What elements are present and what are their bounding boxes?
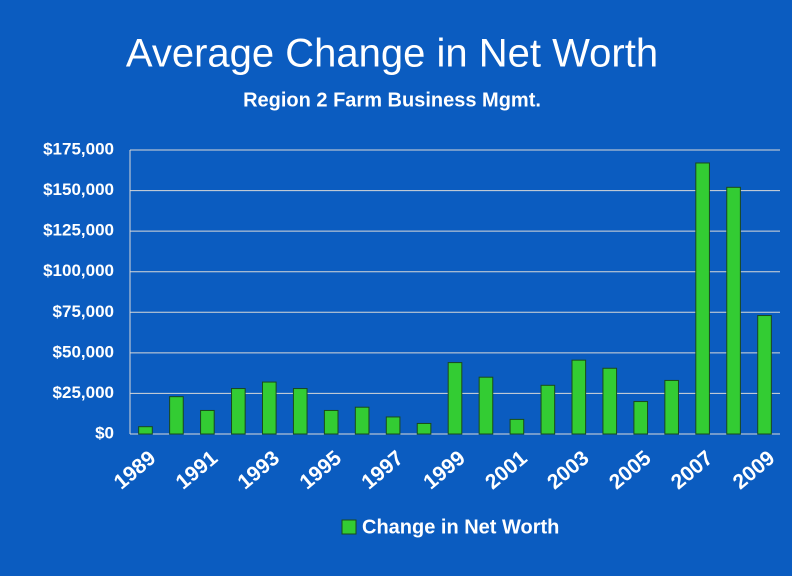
x-tick-label: 1989 — [110, 446, 161, 494]
bar — [354, 406, 370, 435]
bar — [695, 162, 710, 435]
x-tick-label: 2007 — [667, 446, 718, 494]
legend-label: Change in Net Worth — [362, 516, 559, 538]
y-tick-label: $125,000 — [43, 221, 114, 240]
bar — [757, 315, 772, 435]
bar — [292, 388, 308, 435]
y-tick-label: $150,000 — [43, 180, 114, 199]
x-tick-label: 1999 — [419, 446, 470, 494]
y-tick-label: $100,000 — [43, 261, 114, 280]
x-tick-label: 1997 — [357, 446, 408, 494]
bar — [323, 409, 339, 435]
bar — [664, 379, 679, 435]
x-tick-label: 2001 — [481, 446, 532, 494]
bar — [478, 376, 494, 435]
bar — [169, 396, 184, 435]
bar — [138, 426, 153, 435]
x-tick-label: 1991 — [172, 446, 223, 494]
y-tick-label: $50,000 — [53, 342, 114, 361]
bar — [231, 388, 246, 435]
chart-subtitle: Region 2 Farm Business Mgmt. — [243, 89, 541, 111]
bar — [416, 422, 432, 435]
bar — [633, 401, 649, 435]
bar — [509, 418, 525, 435]
legend-swatch — [341, 519, 357, 535]
bar — [385, 416, 401, 435]
y-tick-label: $75,000 — [53, 302, 114, 321]
chart-title: Average Change in Net Worth — [126, 32, 658, 76]
bar — [540, 384, 556, 435]
y-tick-label: $25,000 — [53, 383, 114, 402]
x-tick-label: 2005 — [605, 446, 656, 494]
bar — [571, 359, 587, 435]
bar — [261, 381, 277, 435]
y-tick-label: $175,000 — [43, 139, 114, 158]
y-tick-label: $0 — [95, 423, 114, 442]
x-tick-label: 1995 — [295, 446, 346, 494]
x-tick-label: 2009 — [729, 446, 780, 494]
x-tick-label: 1993 — [233, 446, 284, 494]
bar — [726, 186, 741, 435]
bar — [602, 367, 618, 435]
x-tick-label: 2003 — [543, 446, 594, 494]
bar — [200, 409, 215, 435]
bar — [447, 362, 463, 435]
